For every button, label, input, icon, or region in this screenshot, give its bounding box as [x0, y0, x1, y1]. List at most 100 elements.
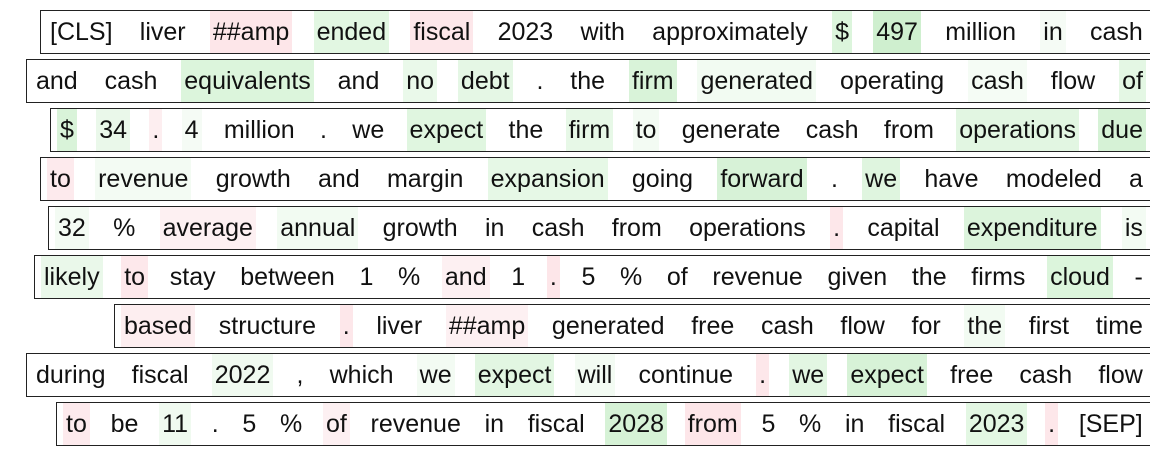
token: will: [574, 354, 616, 396]
token: $: [832, 11, 852, 53]
token: cash: [1087, 11, 1146, 53]
token: cash: [528, 207, 588, 249]
token: operations: [686, 207, 809, 249]
token: is: [1121, 207, 1146, 249]
token: expansion: [487, 158, 608, 200]
token: forward: [717, 158, 807, 200]
token: ,: [293, 354, 307, 396]
token: expect: [406, 109, 487, 151]
token: 11: [159, 403, 192, 445]
token: equivalents: [181, 60, 314, 102]
token-line-6: likely to stay between 1% and 1. 5% of revenue giv…: [34, 255, 1150, 299]
token: 2023: [965, 403, 1028, 445]
token-line-2: and cash equivalents and no debt. the firm gener…: [26, 59, 1150, 103]
token: .: [317, 109, 330, 151]
token: -: [1131, 256, 1146, 298]
token: 34: [96, 109, 131, 151]
token: 2022: [211, 354, 274, 396]
token: we: [862, 158, 901, 200]
token: liver: [136, 11, 189, 53]
token: fiscal: [128, 354, 192, 396]
token: .: [208, 403, 222, 445]
token: %: [395, 256, 424, 298]
token: from: [684, 403, 741, 445]
token: capital: [864, 207, 943, 249]
token-line-8: during fiscal 2022, which we expect will contin…: [26, 353, 1150, 397]
token: .: [149, 109, 163, 151]
token: 5: [758, 403, 779, 445]
token: margin: [383, 158, 467, 200]
token: %: [617, 256, 646, 298]
token: .: [827, 158, 841, 200]
token: we: [349, 109, 388, 151]
token: flow: [837, 305, 888, 347]
token: the: [964, 305, 1006, 347]
token: 2028: [605, 403, 668, 445]
token: %: [110, 207, 139, 249]
token: between: [237, 256, 338, 298]
token: .: [533, 60, 547, 102]
token: expenditure: [963, 207, 1101, 249]
token: .: [339, 305, 353, 347]
token: 1: [356, 256, 377, 298]
token-line-9: to be 11. 5% of revenue in fiscal 2028 from 5% in fi…: [56, 402, 1150, 446]
token: given: [824, 256, 891, 298]
token: from: [608, 207, 665, 249]
token: debt: [457, 60, 513, 102]
token: stay: [166, 256, 219, 298]
token: firms: [968, 256, 1029, 298]
token: of: [663, 256, 691, 298]
token: fiscal: [410, 11, 474, 53]
token: modeled: [1002, 158, 1105, 200]
token: $: [57, 109, 77, 151]
token: the: [908, 256, 950, 298]
token: growth: [212, 158, 294, 200]
token: firm: [628, 60, 677, 102]
token: the: [567, 60, 609, 102]
token-line-1: [CLS] liver ##amp ended fiscal 2023 with approx…: [40, 10, 1150, 54]
token: generated: [697, 60, 817, 102]
token: with: [577, 11, 628, 53]
token: to: [63, 403, 90, 445]
token: expect: [847, 354, 927, 396]
token: flow: [1095, 354, 1146, 396]
token-line-5: 32% average annual growth in cash from operatio…: [48, 206, 1150, 250]
token: operations: [956, 109, 1079, 151]
token: liver: [373, 305, 426, 347]
token: 32: [55, 207, 89, 249]
token: ##amp: [209, 11, 293, 53]
token: free: [947, 354, 997, 396]
token: 5: [578, 256, 599, 298]
token: 1: [508, 256, 529, 298]
token: revenue: [367, 403, 464, 445]
token: generate: [678, 109, 784, 151]
token: we: [416, 354, 455, 396]
token: no: [403, 60, 438, 102]
token: ##amp: [445, 305, 529, 347]
token: firm: [565, 109, 614, 151]
token: cash: [757, 305, 817, 347]
token: in: [481, 403, 508, 445]
token: 4: [181, 109, 202, 151]
token: during: [33, 354, 109, 396]
token: .: [830, 207, 844, 249]
token: the: [505, 109, 547, 151]
token: revenue: [709, 256, 806, 298]
token: [SEP]: [1075, 403, 1146, 445]
token: generated: [548, 305, 668, 347]
token: %: [277, 403, 306, 445]
token: 2023: [494, 11, 557, 53]
token: cash: [802, 109, 862, 151]
token: in: [841, 403, 868, 445]
token: operating: [836, 60, 948, 102]
token: based: [121, 305, 196, 347]
token: be: [107, 403, 142, 445]
token: .: [1045, 403, 1059, 445]
token: million: [220, 109, 298, 151]
token: annual: [277, 207, 359, 249]
token: flow: [1047, 60, 1099, 102]
token: likely: [41, 256, 103, 298]
token: average: [159, 207, 256, 249]
token: in: [1040, 11, 1066, 53]
token: .: [756, 354, 770, 396]
